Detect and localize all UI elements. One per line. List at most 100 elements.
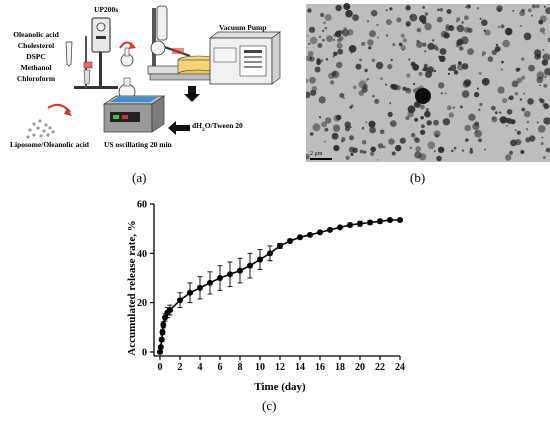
micrograph-particle: [538, 125, 546, 133]
micrograph-particle: [439, 56, 445, 62]
ultrasonic-bath-icon: [104, 96, 164, 132]
micrograph-particle: [390, 120, 397, 127]
micrograph-particle: [433, 120, 439, 126]
micrograph-particle: [465, 139, 468, 142]
micrograph-particle: [309, 77, 316, 84]
micrograph-particle: [364, 69, 368, 73]
micrograph-particle: [454, 70, 459, 75]
series-points: [157, 217, 403, 355]
micrograph-particle: [492, 116, 495, 119]
micrograph-particle: [313, 123, 321, 131]
micrograph-particle: [392, 43, 395, 46]
micrograph-particle: [353, 86, 357, 90]
micrograph-particle: [333, 39, 335, 41]
micrograph-particle: [343, 3, 350, 10]
micrograph-particle: [464, 15, 469, 20]
micrograph-particle: [421, 124, 425, 128]
micrograph-particle: [434, 150, 436, 152]
data-point: [317, 229, 323, 235]
micrograph-particle: [485, 29, 491, 35]
data-point: [367, 220, 373, 226]
micrograph-particle: [415, 146, 421, 152]
micrograph-particle: [461, 21, 463, 23]
error-bars: [158, 219, 402, 349]
micrograph-particle: [464, 27, 470, 33]
micrograph-particle: [419, 15, 426, 22]
bath-label: US oscillating 20 min: [104, 140, 173, 149]
micrograph-particle: [411, 133, 415, 137]
micrograph-particle: [345, 156, 349, 160]
data-point: [177, 297, 183, 303]
micrograph-particle: [424, 23, 431, 30]
micrograph-particle: [424, 50, 426, 52]
micrograph-particle: [325, 14, 332, 21]
micrograph-particle: [437, 9, 440, 12]
panel-c-caption: (c): [262, 398, 276, 414]
data-point: [217, 275, 223, 281]
micrograph-particle: [515, 129, 517, 131]
micrograph-particle: [386, 34, 388, 36]
micrograph-particle: [542, 56, 544, 58]
data-point: [160, 322, 166, 328]
micrograph-particle: [403, 87, 407, 91]
micrograph-particle: [505, 28, 513, 36]
micrograph-particle: [408, 58, 410, 60]
micrograph-particle: [426, 108, 429, 111]
micrograph-particle: [386, 9, 388, 11]
micrograph-particle: [453, 107, 455, 109]
micrograph-particle: [459, 46, 463, 50]
micrograph-particle: [538, 20, 543, 25]
micrograph-particle: [339, 30, 341, 32]
micrograph-particle: [515, 92, 518, 95]
micrograph-particle: [417, 40, 420, 43]
micrograph-particle: [542, 137, 544, 139]
micrograph-particle: [370, 152, 374, 156]
micrograph-particle: [424, 64, 428, 68]
reagent-list: Oleanolic acid Cholesterol DSPC Methanol…: [13, 30, 59, 83]
y-axis-label: Accumulated release rate, %: [126, 220, 138, 355]
micrograph-particle: [419, 153, 426, 160]
x-tick-label: 6: [218, 362, 223, 373]
micrograph-particle: [543, 156, 546, 159]
micrograph-particle: [507, 118, 513, 124]
data-point: [297, 234, 303, 240]
micrograph-particle: [318, 43, 323, 48]
micrograph-particle: [361, 42, 365, 46]
x-axis-label: Time (day): [254, 381, 306, 393]
micrograph-particle: [370, 147, 376, 153]
micrograph-particle: [342, 29, 349, 36]
micrograph-particle: [501, 68, 503, 70]
micrograph-particle: [545, 76, 547, 78]
micrograph-particle: [467, 48, 474, 55]
micrograph-particle: [380, 77, 383, 80]
micrograph-particle: [405, 5, 410, 10]
micrograph-particle: [350, 126, 352, 128]
x-tick-label: 14: [295, 362, 305, 373]
micrograph-particle: [468, 114, 475, 121]
data-point: [160, 329, 166, 335]
panel-a-schematic: UP200s Oleanolic acid Cholesterol DSPC M…: [0, 0, 290, 192]
scale-bar-label: 2 μm: [310, 151, 323, 157]
micrograph-particle: [544, 6, 546, 8]
micrograph-particle: [539, 84, 541, 86]
micrograph-particle: [509, 95, 514, 100]
micrograph-particle: [447, 9, 452, 14]
micrograph-particle: [320, 13, 324, 17]
pump-label: Vacuum Pump: [219, 23, 266, 32]
micrograph-particle: [472, 123, 479, 130]
micrograph-particle: [498, 87, 505, 94]
micrograph-particle: [482, 78, 490, 86]
micrograph-particle: [448, 73, 450, 75]
micrograph-particle: [376, 24, 378, 26]
micrograph-particle: [477, 7, 479, 9]
micrograph-particle: [462, 90, 470, 98]
micrograph-particle: [406, 88, 409, 91]
micrograph-particle: [524, 33, 532, 41]
micrograph-particle: [412, 64, 419, 71]
x-tick-label: 22: [375, 362, 385, 373]
y-tick-label: 20: [137, 298, 147, 309]
micrograph-particle: [482, 51, 486, 55]
micrograph-particle: [462, 150, 464, 152]
micrograph-particle: [351, 104, 354, 107]
